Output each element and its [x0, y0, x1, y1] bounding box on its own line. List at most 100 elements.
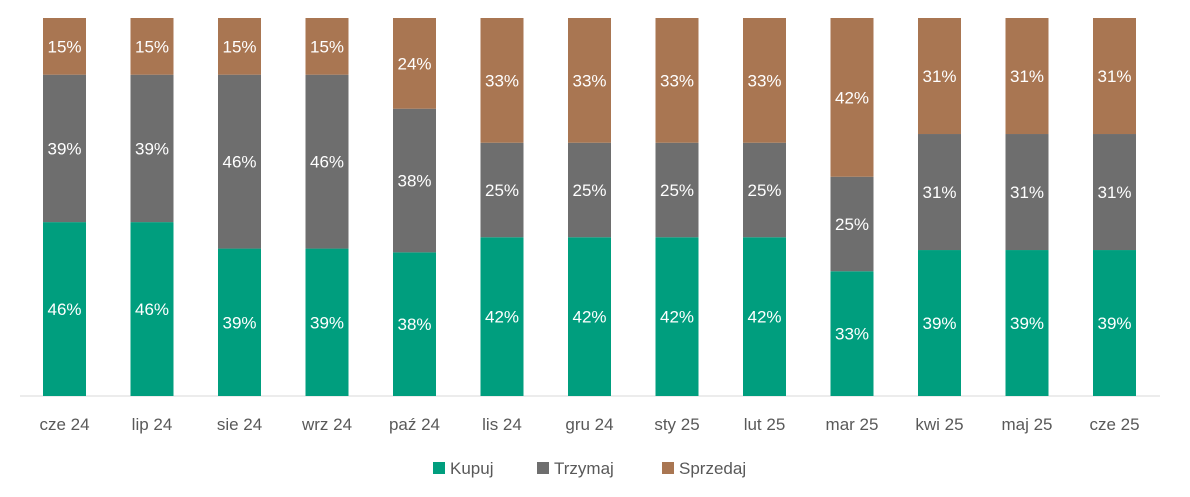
- bar-segment-trzymaj-6: [568, 142, 611, 238]
- x-tick-labels: cze 24 lip 24 sie 24 wrz 24 paź 24 lis 24 gru …: [39, 415, 1139, 434]
- data-label-sprzedaj-2: 15%: [222, 37, 256, 56]
- legend-swatch-kupuj: [433, 462, 445, 474]
- data-label-kupuj-10: 39%: [922, 314, 956, 333]
- legend-label-trzymaj: Trzymaj: [554, 459, 614, 478]
- data-label-trzymaj-11: 31%: [1010, 183, 1044, 202]
- data-label-trzymaj-2: 46%: [222, 153, 256, 172]
- bar-segment-sprzedaj-5: [480, 18, 524, 143]
- x-tick-label-11: maj 25: [1001, 415, 1052, 434]
- x-tick-label-7: sty 25: [654, 415, 699, 434]
- bar-segment-kupuj-11: [1005, 250, 1049, 396]
- bar-segment-kupuj-6: [568, 237, 611, 396]
- x-tick-label-3: wrz 24: [301, 415, 352, 434]
- bar-segment-kupuj-5: [480, 237, 524, 396]
- data-label-trzymaj-0: 39%: [47, 139, 81, 158]
- bar-segment-trzymaj-9: [830, 176, 874, 272]
- bar-segment-trzymaj-4: [393, 108, 436, 253]
- data-label-trzymaj-7: 25%: [660, 181, 694, 200]
- bar-segment-sprzedaj-7: [655, 18, 699, 143]
- bar-segment-sprzedaj-12: [1093, 18, 1136, 135]
- data-label-sprzedaj-7: 33%: [660, 71, 694, 90]
- x-tick-label-2: sie 24: [217, 415, 262, 434]
- bar-segment-sprzedaj-11: [1005, 18, 1049, 135]
- bar-segment-sprzedaj-8: [743, 18, 786, 143]
- data-label-sprzedaj-5: 33%: [485, 71, 519, 90]
- data-label-kupuj-2: 39%: [222, 313, 256, 332]
- bar-segment-sprzedaj-9: [830, 18, 874, 177]
- data-label-sprzedaj-12: 31%: [1097, 67, 1131, 86]
- data-label-sprzedaj-0: 15%: [47, 37, 81, 56]
- bar-segment-kupuj-3: [305, 248, 349, 396]
- data-label-kupuj-6: 42%: [572, 308, 606, 327]
- bar-segment-kupuj-1: [130, 222, 174, 396]
- data-label-sprzedaj-9: 42%: [835, 88, 869, 107]
- x-tick-label-10: kwi 25: [915, 415, 963, 434]
- data-label-kupuj-0: 46%: [47, 300, 81, 319]
- bar-segment-trzymaj-11: [1005, 134, 1049, 251]
- data-label-kupuj-9: 33%: [835, 325, 869, 344]
- bar-segment-trzymaj-5: [480, 142, 524, 238]
- legend-label-sprzedaj: Sprzedaj: [679, 459, 746, 478]
- x-tick-label-1: lip 24: [132, 415, 173, 434]
- x-tick-label-9: mar 25: [826, 415, 879, 434]
- bar-segment-sprzedaj-0: [43, 18, 86, 75]
- bar-segment-trzymaj-8: [743, 142, 786, 238]
- x-tick-label-6: gru 24: [565, 415, 613, 434]
- data-label-sprzedaj-10: 31%: [922, 67, 956, 86]
- data-label-kupuj-8: 42%: [747, 308, 781, 327]
- bar-segment-sprzedaj-1: [130, 18, 174, 75]
- bar-segment-trzymaj-1: [130, 74, 174, 223]
- bar-segment-trzymaj-2: [218, 74, 261, 249]
- legend: Kupuj Trzymaj Sprzedaj: [433, 459, 746, 478]
- data-label-trzymaj-5: 25%: [485, 181, 519, 200]
- bars-group: 46% 39% 15% 46% 39% 15% 39% 46% 15% 39% 46% 15% 38% 3…: [43, 18, 1136, 396]
- data-label-trzymaj-9: 25%: [835, 215, 869, 234]
- bar-segment-sprzedaj-10: [918, 18, 961, 135]
- data-label-trzymaj-3: 46%: [310, 153, 344, 172]
- bar-segment-trzymaj-0: [43, 74, 86, 223]
- data-label-trzymaj-1: 39%: [135, 139, 169, 158]
- bar-segment-trzymaj-3: [305, 74, 349, 249]
- data-label-sprzedaj-4: 24%: [397, 54, 431, 73]
- data-label-sprzedaj-6: 33%: [572, 71, 606, 90]
- bar-segment-kupuj-7: [655, 237, 699, 396]
- data-label-trzymaj-4: 38%: [397, 172, 431, 191]
- data-label-kupuj-12: 39%: [1097, 314, 1131, 333]
- bar-segment-kupuj-0: [43, 222, 86, 396]
- bar-segment-trzymaj-7: [655, 142, 699, 238]
- bar-segment-kupuj-12: [1093, 250, 1136, 396]
- data-label-kupuj-5: 42%: [485, 308, 519, 327]
- bar-segment-sprzedaj-4: [393, 18, 436, 109]
- bar-segment-trzymaj-12: [1093, 134, 1136, 251]
- data-label-kupuj-11: 39%: [1010, 314, 1044, 333]
- data-label-trzymaj-12: 31%: [1097, 183, 1131, 202]
- bar-segment-kupuj-9: [830, 271, 874, 396]
- data-label-sprzedaj-8: 33%: [747, 71, 781, 90]
- x-tick-label-0: cze 24: [39, 415, 89, 434]
- legend-swatch-trzymaj: [537, 462, 549, 474]
- bar-segment-kupuj-10: [918, 250, 961, 396]
- x-tick-label-8: lut 25: [744, 415, 786, 434]
- x-tick-label-12: cze 25: [1089, 415, 1139, 434]
- data-label-sprzedaj-11: 31%: [1010, 67, 1044, 86]
- data-label-sprzedaj-1: 15%: [135, 37, 169, 56]
- data-label-trzymaj-8: 25%: [747, 181, 781, 200]
- bar-segment-sprzedaj-6: [568, 18, 611, 143]
- bar-segment-kupuj-8: [743, 237, 786, 396]
- data-label-kupuj-3: 39%: [310, 313, 344, 332]
- data-label-sprzedaj-3: 15%: [310, 37, 344, 56]
- bar-segment-kupuj-2: [218, 248, 261, 396]
- data-label-trzymaj-10: 31%: [922, 183, 956, 202]
- x-tick-label-4: paź 24: [389, 415, 440, 434]
- data-label-kupuj-1: 46%: [135, 300, 169, 319]
- bar-segment-sprzedaj-3: [305, 18, 349, 75]
- data-label-trzymaj-6: 25%: [572, 181, 606, 200]
- legend-swatch-sprzedaj: [662, 462, 674, 474]
- x-tick-label-5: lis 24: [482, 415, 522, 434]
- bar-segment-sprzedaj-2: [218, 18, 261, 75]
- data-label-kupuj-4: 38%: [397, 315, 431, 334]
- bar-segment-trzymaj-10: [918, 134, 961, 251]
- legend-label-kupuj: Kupuj: [450, 459, 493, 478]
